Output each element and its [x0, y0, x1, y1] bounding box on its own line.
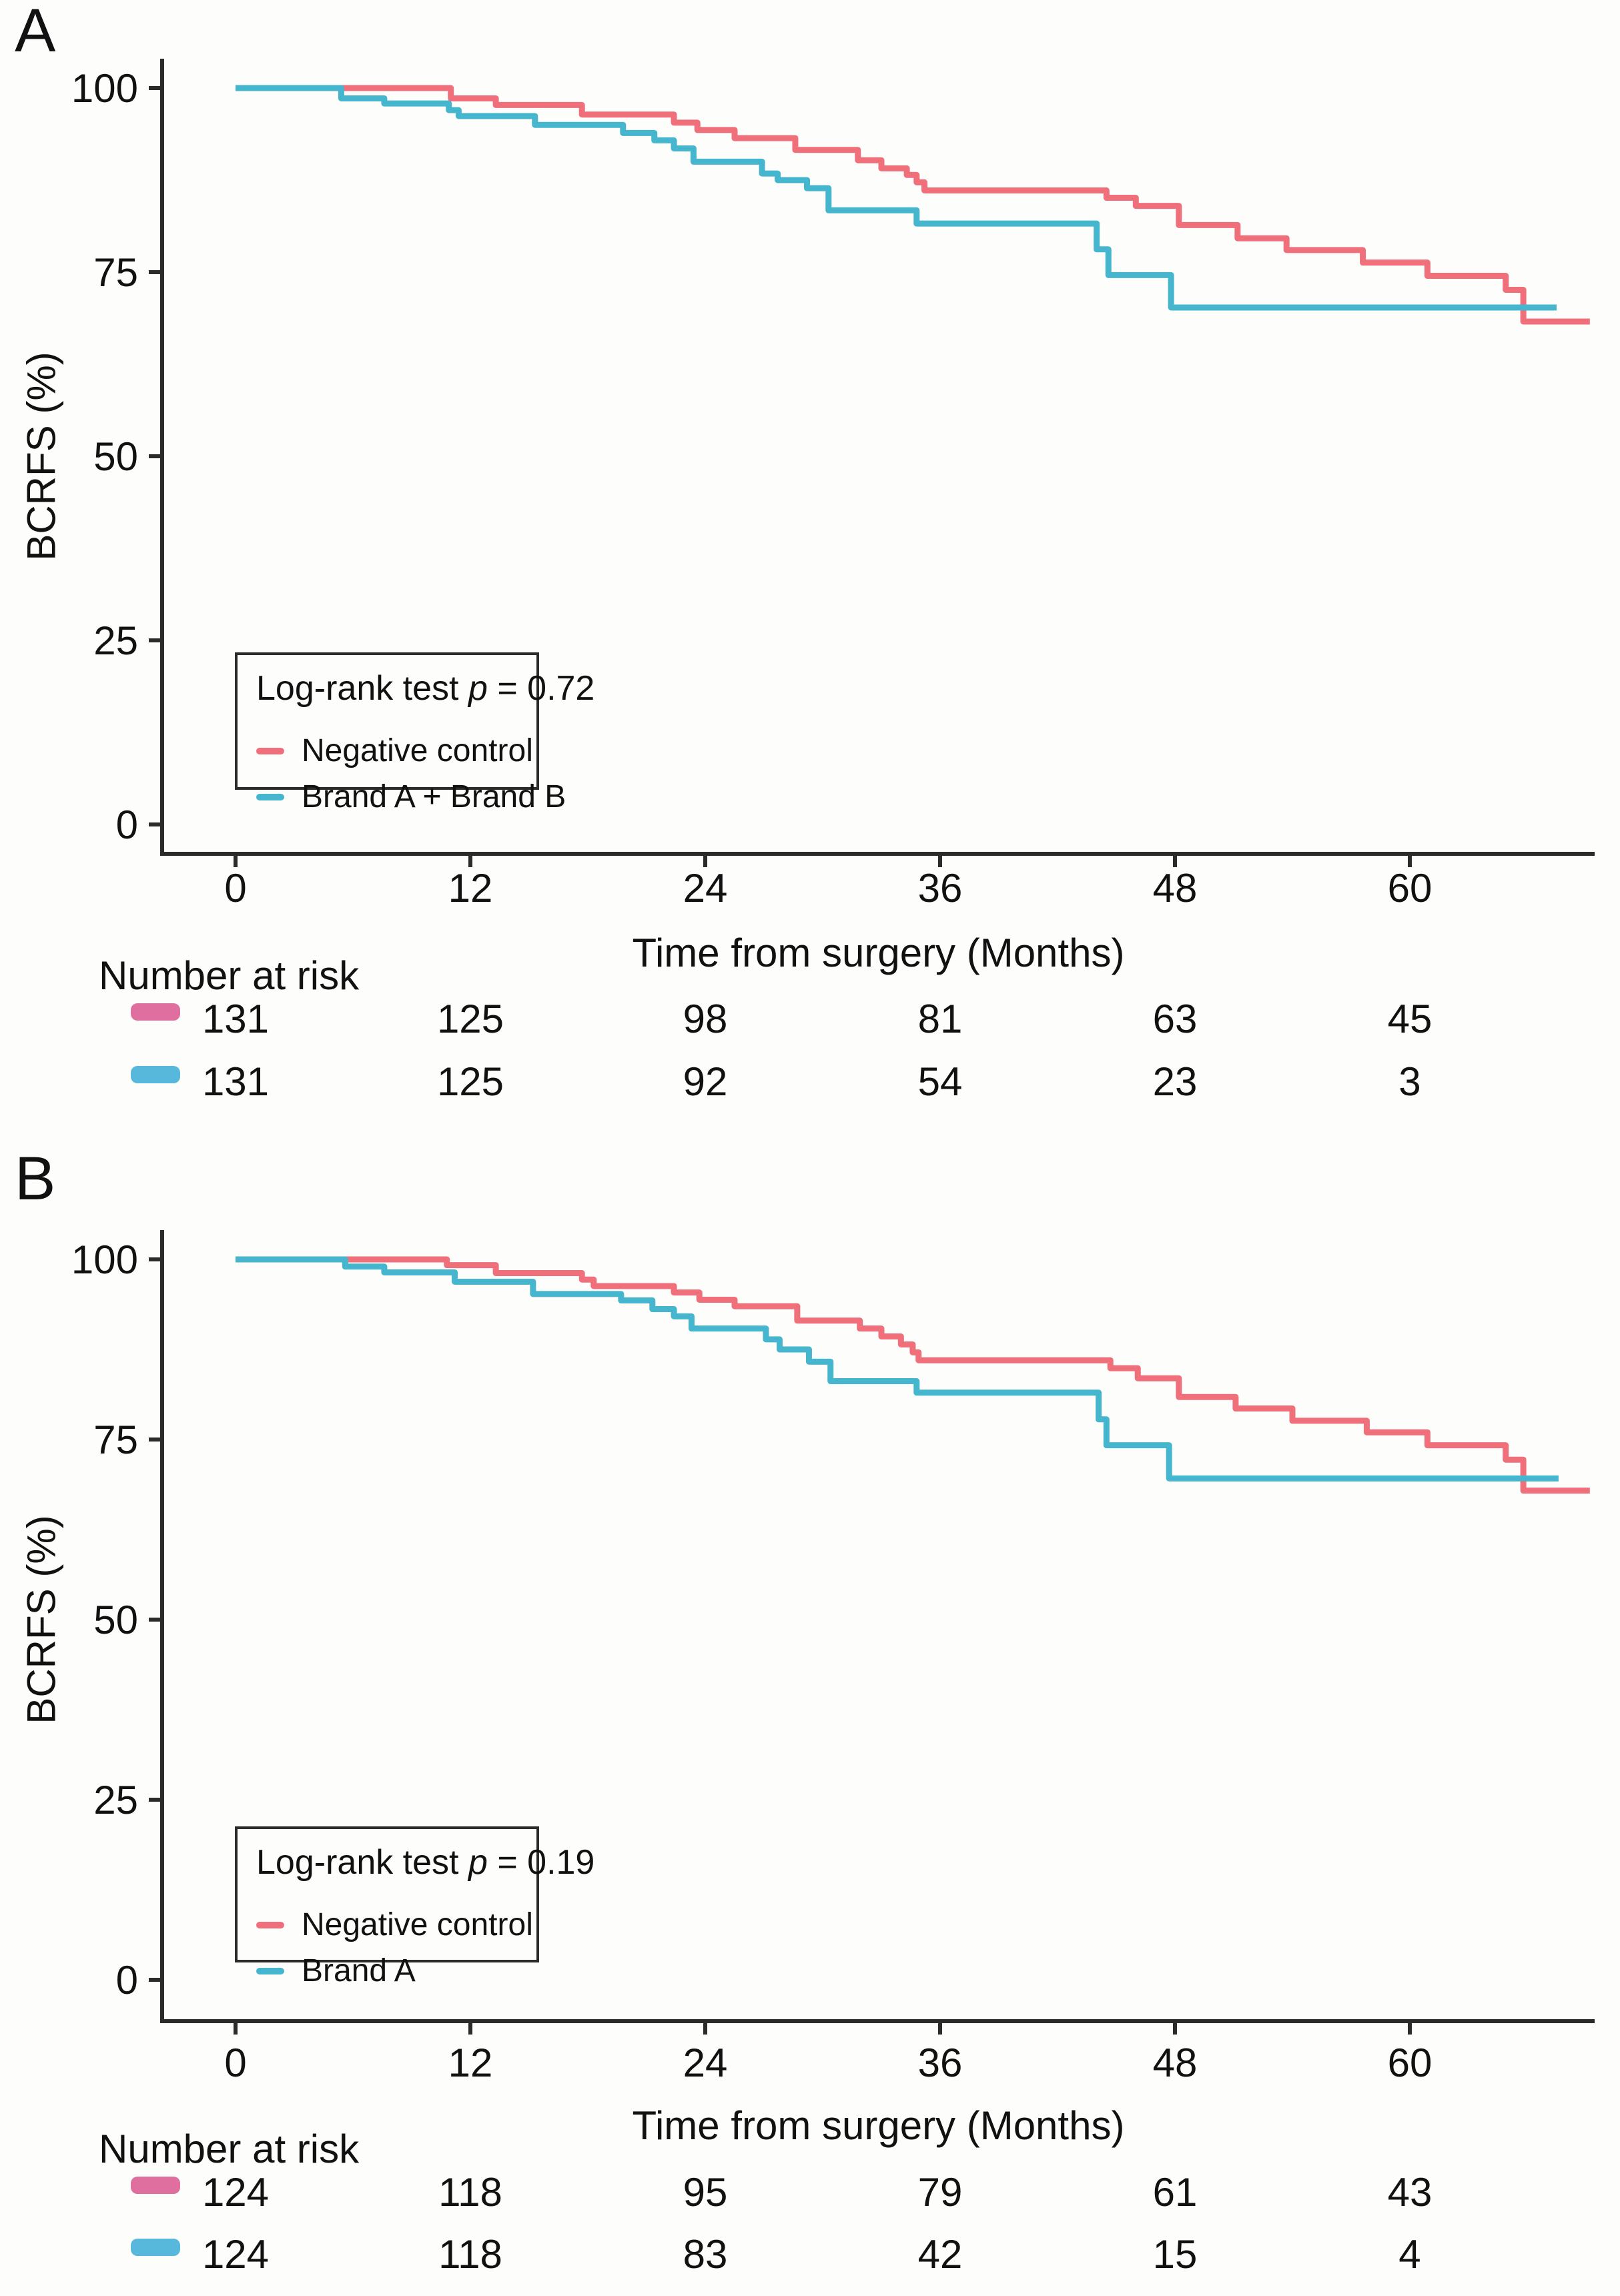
- svg-text:95: 95: [683, 2170, 728, 2215]
- svg-text:100: 100: [71, 1237, 138, 1282]
- svg-text:118: 118: [438, 2232, 502, 2277]
- svg-text:36: 36: [918, 866, 963, 911]
- svg-text:25: 25: [93, 618, 138, 663]
- blue-line-key: [256, 793, 284, 800]
- blue-line-key: [256, 1967, 284, 1974]
- svg-text:3: 3: [1398, 1059, 1421, 1104]
- panel-b-letter: B: [15, 1145, 56, 1213]
- legend-item-brand-a: Brand A: [256, 1952, 523, 1989]
- legend-item-brand-a-plus-b: Brand A + Brand B: [256, 778, 566, 815]
- svg-text:98: 98: [683, 997, 728, 1041]
- svg-text:25: 25: [93, 1778, 138, 1822]
- svg-text:131: 131: [202, 1059, 269, 1104]
- svg-text:12: 12: [448, 866, 493, 911]
- svg-text:60: 60: [1388, 866, 1433, 911]
- svg-text:48: 48: [1153, 2041, 1198, 2085]
- svg-text:43: 43: [1388, 2170, 1433, 2215]
- svg-text:12: 12: [448, 2041, 493, 2085]
- svg-text:61: 61: [1153, 2170, 1198, 2215]
- panel-b: B BCRFS (%) 0 25 50 75 100 0 12 24 36 48 60 124 118 9…: [0, 1145, 1620, 2296]
- svg-text:92: 92: [683, 1059, 728, 1104]
- number-at-risk-header: Number at risk: [99, 953, 360, 998]
- svg-text:83: 83: [683, 2232, 728, 2277]
- svg-text:23: 23: [1153, 1059, 1198, 1104]
- svg-text:131: 131: [202, 997, 269, 1041]
- svg-text:54: 54: [918, 1059, 963, 1104]
- legend-items: Negative control Brand A + Brand B: [256, 732, 566, 815]
- svg-text:50: 50: [93, 434, 138, 479]
- survival-plot-b: 0 25 50 75 100 0 12 24 36 48 60 124 118 95 79 61 43 124 11…: [71, 1230, 1595, 2277]
- svg-text:24: 24: [683, 866, 728, 911]
- logrank-text: Log-rank test p = 0.72: [256, 669, 595, 708]
- svg-text:24: 24: [683, 2041, 728, 2085]
- survival-plot-a: 0 25 50 75 100 0 12 24 36 48 60 131 125 98 81 63 45 131 12…: [71, 59, 1595, 1104]
- svg-text:0: 0: [116, 1958, 138, 2002]
- red-line-key: [256, 1921, 284, 1928]
- svg-text:124: 124: [202, 2170, 269, 2215]
- svg-text:124: 124: [202, 2232, 269, 2277]
- svg-text:45: 45: [1388, 997, 1433, 1041]
- svg-text:15: 15: [1153, 2232, 1198, 2277]
- panel-a-letter: A: [15, 0, 56, 65]
- legend-item-negative-control: Negative control: [256, 732, 533, 769]
- legend-items: Negative control Brand A: [256, 1906, 533, 1989]
- panel-a: A BCRFS (%) 0 25 50 75 100 0 12 24 36 48 60 131 125 9…: [15, 0, 1595, 1104]
- red-line-key: [256, 747, 284, 754]
- svg-text:75: 75: [93, 250, 138, 295]
- svg-text:50: 50: [93, 1598, 138, 1642]
- svg-text:75: 75: [93, 1417, 138, 1462]
- svg-text:36: 36: [918, 2041, 963, 2085]
- logrank-text: Log-rank test p = 0.19: [256, 1843, 595, 1882]
- legend-item-negative-control: Negative control: [256, 1906, 533, 1943]
- svg-text:125: 125: [437, 1059, 504, 1104]
- svg-text:60: 60: [1388, 2041, 1433, 2085]
- legend-box-b: Log-rank test p = 0.19 Negative control …: [235, 1826, 595, 1988]
- svg-text:118: 118: [438, 2170, 502, 2215]
- legend-box-a: Log-rank test p = 0.72 Negative control …: [235, 652, 595, 814]
- svg-text:81: 81: [918, 997, 963, 1041]
- svg-text:0: 0: [116, 802, 138, 847]
- x-axis-title: Time from surgery (Months): [632, 2103, 1125, 2148]
- svg-text:48: 48: [1153, 866, 1198, 911]
- svg-text:0: 0: [224, 2041, 246, 2085]
- svg-text:4: 4: [1398, 2232, 1421, 2277]
- svg-text:42: 42: [918, 2232, 963, 2277]
- svg-text:63: 63: [1153, 997, 1198, 1041]
- svg-text:100: 100: [71, 66, 138, 111]
- svg-text:79: 79: [918, 2170, 963, 2215]
- x-axis-title: Time from surgery (Months): [632, 931, 1125, 975]
- number-at-risk-header: Number at risk: [99, 2127, 360, 2171]
- svg-text:0: 0: [224, 866, 246, 911]
- svg-text:125: 125: [437, 997, 504, 1041]
